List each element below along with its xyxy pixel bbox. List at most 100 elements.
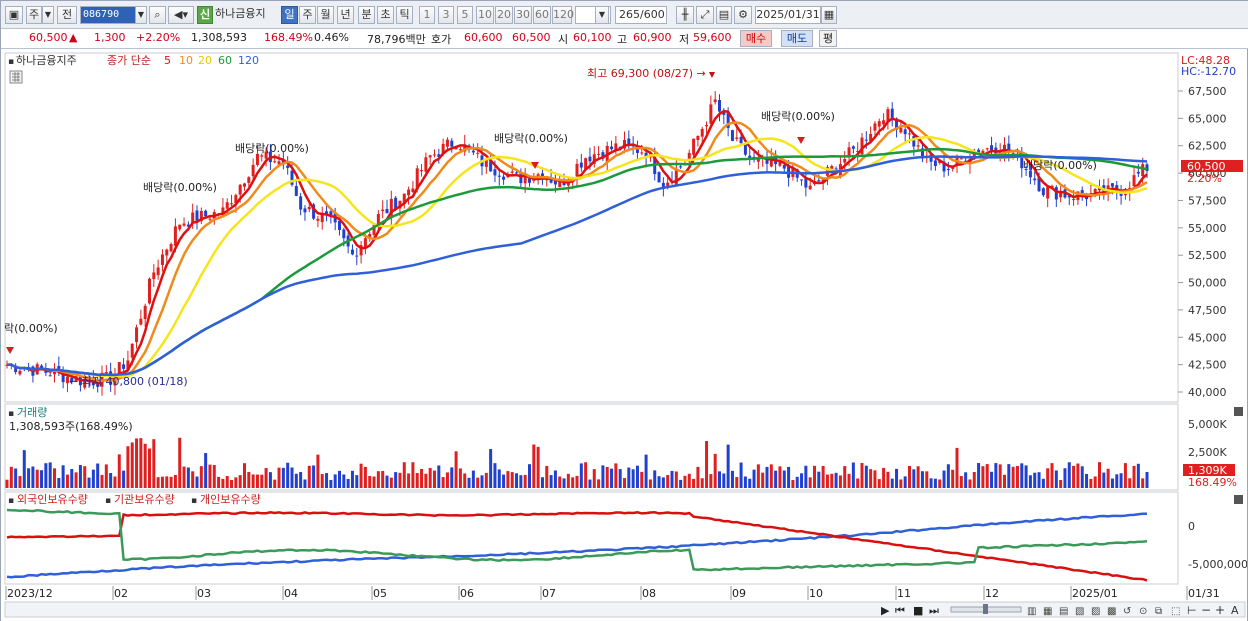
toolbar: ▣ 주 ▼ 전 086790 ▼ ⌕ ◀▾ 신 하나금융지 일 주 월 년 분 … [1, 1, 1248, 29]
dividend-marker-icon-2 [531, 162, 539, 169]
volume-pct-tag: 168.49% [1188, 476, 1237, 489]
chart-area[interactable]: ▪ 하나금융지주 종가 단순 5 10 20 60 120 LC:48.28 H… [1, 50, 1247, 621]
tool-icon-4[interactable]: ▧ [1075, 606, 1084, 617]
volume-menu-icon[interactable]: ▪ [8, 409, 14, 419]
zoom-slider-handle[interactable] [983, 604, 988, 614]
search-icon[interactable]: ⌕ [149, 6, 166, 24]
time-axis-label: 07 [542, 587, 556, 600]
sell-button[interactable]: 매도 [781, 30, 813, 47]
time-axis-label: 03 [197, 587, 211, 600]
tab-minute[interactable]: 분 [358, 6, 375, 24]
current-pct-tag: 2.20% [1187, 172, 1222, 185]
count-value: 265 [619, 8, 640, 21]
legend-institution: 기관보유수량 [114, 493, 175, 506]
quote-bar: 60,500 ▲ 1,300 +2.20% 1,308,593 168.49% … [1, 29, 1248, 49]
tool-icon-1[interactable]: ▥ [1027, 606, 1036, 617]
save-icon[interactable]: ▤ [716, 6, 732, 24]
volume-close-icon[interactable] [1234, 407, 1243, 416]
tool-icon-9[interactable]: ⧉ [1155, 606, 1162, 617]
stop-icon[interactable]: ■ [913, 604, 923, 617]
zoom-in-icon[interactable]: + [1215, 603, 1225, 617]
calendar-icon[interactable]: ▦ [821, 6, 837, 24]
code-dropdown-icon[interactable]: ▼ [135, 6, 147, 24]
speaker-icon[interactable]: ◀▾ [168, 6, 194, 24]
price-axis-label: 62,500 [1188, 140, 1227, 153]
hc-value: HC:-12.70 [1181, 65, 1236, 78]
interval-5[interactable]: 5 [457, 6, 473, 24]
svg-text:▪: ▪ [191, 496, 197, 506]
buy-button[interactable]: 매수 [740, 30, 772, 47]
holdings-panel [4, 491, 1179, 585]
chart-menu-icon[interactable]: ▪ [8, 57, 14, 67]
count-total: /600 [640, 8, 665, 21]
price-axis-label: 55,000 [1188, 222, 1227, 235]
new-badge[interactable]: 신 [197, 6, 213, 24]
lc-value: LC:48.28 [1181, 54, 1230, 67]
interval-30[interactable]: 30 [514, 6, 532, 24]
price-axis-label: 50,000 [1188, 277, 1227, 290]
tab-year[interactable]: 년 [337, 6, 354, 24]
tool-icon-5[interactable]: ▨ [1091, 606, 1100, 617]
tab-tick[interactable]: 틱 [396, 6, 413, 24]
auto-scale-icon[interactable]: A [1231, 604, 1239, 617]
holdings-menu-icon[interactable]: ▪ [8, 496, 14, 506]
window-menu-icon[interactable]: ▣ [5, 6, 23, 24]
stock-code-input[interactable]: 086790 [80, 6, 136, 24]
zoom-out-icon[interactable]: − [1201, 603, 1211, 617]
scroll-first-icon[interactable]: ⏮ [895, 604, 905, 617]
ma-period-20: 20 [198, 54, 212, 67]
scroll-last-icon[interactable]: ⏭ [929, 604, 939, 617]
period-prefix[interactable]: 전 [57, 6, 77, 24]
tool-icon-7[interactable]: ↺ [1123, 606, 1131, 617]
dividend-note-1: 배당락(0.00%) [143, 181, 217, 194]
interval-120[interactable]: 120 [552, 6, 574, 24]
time-axis: 2023/12 02 03 04 05 06 07 08 09 10 11 12 2025/01 01/3… [5, 586, 1220, 600]
time-axis-label: 01/31 [1188, 587, 1220, 600]
change-percent: +2.20% [136, 31, 181, 44]
tool-icon-2[interactable]: ▦ [1043, 606, 1052, 617]
interval-dropdown-icon[interactable]: ▼ [595, 6, 609, 24]
high-label: 고 [617, 33, 628, 46]
holdings-close-icon[interactable] [1234, 495, 1243, 504]
interval-3[interactable]: 3 [438, 6, 454, 24]
time-axis-label: 12 [985, 587, 999, 600]
time-axis-label: 10 [809, 587, 823, 600]
time-axis-label: 08 [642, 587, 656, 600]
tool-icon-8[interactable]: ⊙ [1139, 606, 1147, 617]
ask-label: 호가 [431, 33, 452, 46]
tab-second[interactable]: 초 [377, 6, 394, 24]
candle-type-icon[interactable]: ╫ [676, 6, 694, 24]
tab-week[interactable]: 주 [299, 6, 316, 24]
time-axis-label: 2025/01 [1072, 587, 1118, 600]
market-dropdown-icon[interactable]: ▼ [42, 6, 54, 24]
interval-60[interactable]: 60 [533, 6, 551, 24]
current-price: 60,500 [29, 31, 68, 44]
high-marker-icon [709, 72, 715, 78]
price-axis-label: 47,500 [1188, 304, 1227, 317]
tab-month[interactable]: 월 [317, 6, 334, 24]
moving-averages [6, 109, 1148, 386]
interval-10[interactable]: 10 [476, 6, 494, 24]
tool-icon-3[interactable]: ▤ [1059, 606, 1068, 617]
ask-price: 60,600 [464, 31, 503, 44]
tool-icon-6[interactable]: ▩ [1107, 606, 1116, 617]
settings-icon[interactable]: ⚙ [734, 6, 752, 24]
eval-button[interactable]: 평 [819, 30, 837, 47]
price-axis-label: 57,500 [1188, 194, 1227, 207]
chart-title: 하나금융지주 [16, 53, 77, 67]
tab-day[interactable]: 일 [281, 6, 298, 24]
interval-20[interactable]: 20 [495, 6, 513, 24]
draw-tool-icon[interactable]: ⤢ [696, 6, 714, 24]
open-price: 60,100 [573, 31, 612, 44]
count-field[interactable]: 265/600 [615, 6, 667, 24]
interval-1[interactable]: 1 [419, 6, 435, 24]
trade-amount: 78,796백만 [367, 33, 426, 46]
tool-icon-10[interactable]: ⬚ [1171, 606, 1180, 617]
date-input[interactable]: 2025/01/31 [755, 6, 821, 24]
crosshair-icon[interactable]: ⊢ [1187, 604, 1197, 617]
scroll-right-icon[interactable]: ▶ [881, 604, 890, 617]
market-select[interactable]: 주 [26, 6, 42, 24]
price-axis: 67,50065,00062,50060,00057,50055,00052,5… [1178, 85, 1227, 399]
price-axis-label: 40,000 [1188, 386, 1227, 399]
